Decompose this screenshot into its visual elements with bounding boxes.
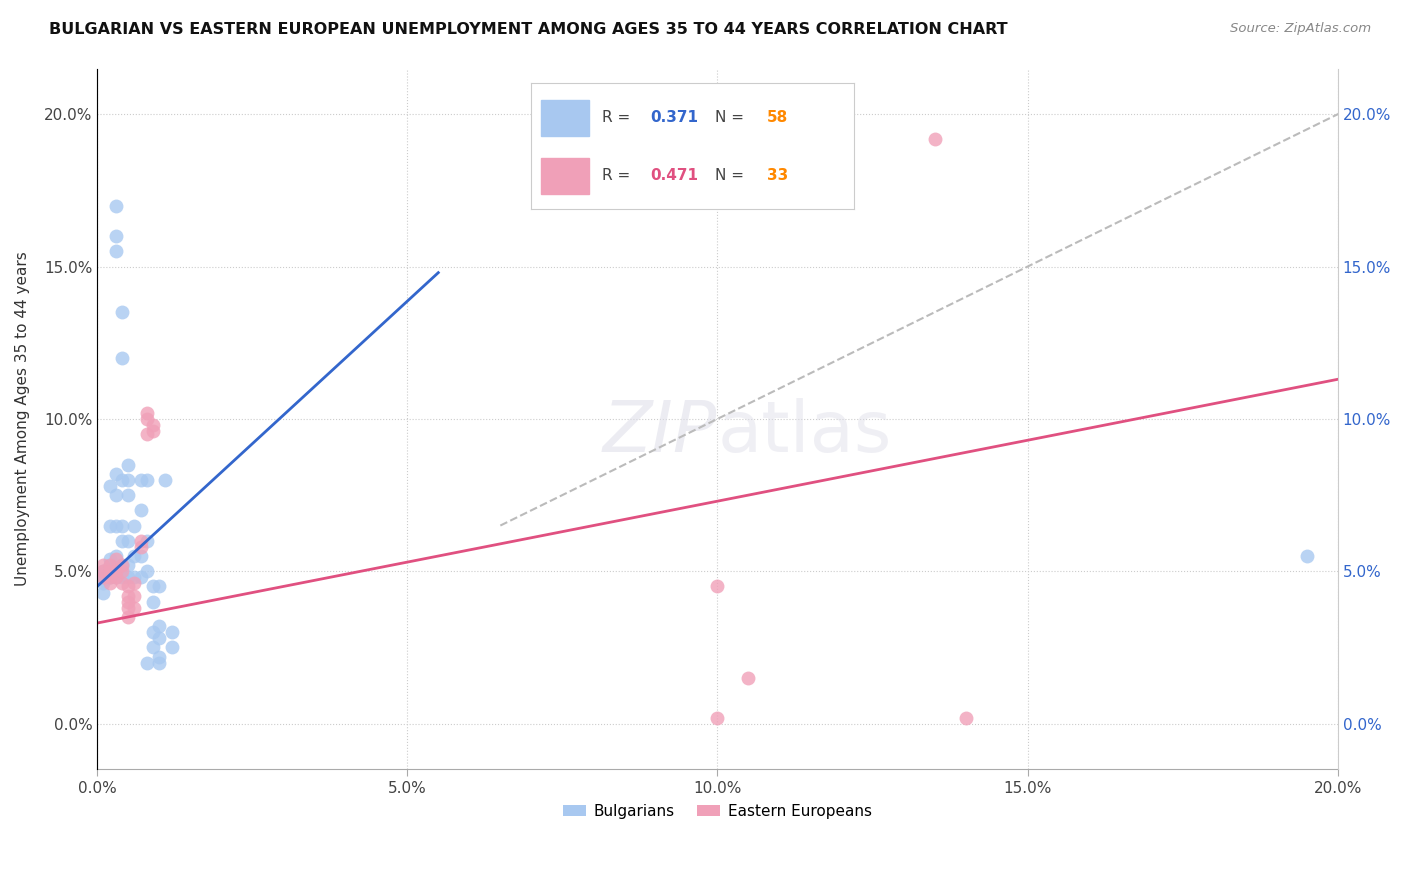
Point bbox=[142, 417, 165, 432]
Point bbox=[129, 549, 152, 563]
Point bbox=[117, 570, 139, 584]
Y-axis label: Unemployment Among Ages 35 to 44 years: Unemployment Among Ages 35 to 44 years bbox=[15, 252, 30, 586]
Point bbox=[98, 564, 121, 578]
Point bbox=[148, 632, 170, 646]
Point bbox=[91, 564, 114, 578]
Point bbox=[104, 467, 127, 481]
Point bbox=[148, 580, 170, 594]
Point bbox=[111, 473, 134, 487]
Point bbox=[111, 576, 134, 591]
Point bbox=[148, 619, 170, 633]
Point bbox=[148, 649, 170, 664]
Point bbox=[117, 600, 139, 615]
Point bbox=[91, 585, 114, 599]
Point bbox=[160, 625, 183, 640]
Text: Source: ZipAtlas.com: Source: ZipAtlas.com bbox=[1230, 22, 1371, 36]
Point bbox=[135, 656, 157, 670]
Point bbox=[117, 610, 139, 624]
Point bbox=[117, 595, 139, 609]
Point bbox=[104, 244, 127, 259]
Point bbox=[111, 564, 134, 578]
Point bbox=[91, 558, 114, 573]
Point bbox=[117, 488, 139, 502]
Point bbox=[98, 570, 121, 584]
Point bbox=[706, 580, 728, 594]
Point bbox=[142, 595, 165, 609]
Point bbox=[737, 671, 759, 685]
Point bbox=[117, 580, 139, 594]
Point bbox=[111, 533, 134, 548]
Point bbox=[124, 570, 146, 584]
Point bbox=[129, 503, 152, 517]
Text: BULGARIAN VS EASTERN EUROPEAN UNEMPLOYMENT AMONG AGES 35 TO 44 YEARS CORRELATION: BULGARIAN VS EASTERN EUROPEAN UNEMPLOYME… bbox=[49, 22, 1008, 37]
Point bbox=[124, 576, 146, 591]
Point bbox=[955, 710, 977, 724]
Point bbox=[104, 518, 127, 533]
Point bbox=[98, 576, 121, 591]
Point bbox=[104, 229, 127, 244]
Point bbox=[111, 570, 134, 584]
Point bbox=[98, 564, 121, 578]
Point bbox=[1295, 549, 1317, 563]
Point bbox=[104, 552, 127, 566]
Point bbox=[91, 574, 114, 588]
Point bbox=[91, 576, 114, 591]
Point bbox=[111, 558, 134, 573]
Point bbox=[111, 518, 134, 533]
Point bbox=[111, 558, 134, 573]
Text: ZIP: ZIP bbox=[603, 399, 717, 467]
Point bbox=[104, 549, 127, 563]
Point bbox=[98, 552, 121, 566]
Point bbox=[117, 458, 139, 472]
Point bbox=[124, 589, 146, 603]
Point bbox=[98, 570, 121, 584]
Point bbox=[104, 570, 127, 584]
Point bbox=[91, 564, 114, 578]
Point bbox=[148, 656, 170, 670]
Point bbox=[124, 600, 146, 615]
Text: atlas: atlas bbox=[717, 399, 891, 467]
Point bbox=[98, 518, 121, 533]
Point bbox=[98, 567, 121, 582]
Point bbox=[111, 305, 134, 319]
Point bbox=[124, 549, 146, 563]
Point bbox=[98, 558, 121, 573]
Point bbox=[104, 488, 127, 502]
Point bbox=[129, 533, 152, 548]
Point bbox=[129, 473, 152, 487]
Point bbox=[98, 558, 121, 573]
Point bbox=[135, 427, 157, 442]
Point bbox=[142, 580, 165, 594]
Point bbox=[104, 199, 127, 213]
Point bbox=[135, 406, 157, 420]
Point bbox=[135, 473, 157, 487]
Point bbox=[142, 640, 165, 655]
Point bbox=[117, 558, 139, 573]
Legend: Bulgarians, Eastern Europeans: Bulgarians, Eastern Europeans bbox=[557, 797, 879, 825]
Point bbox=[104, 570, 127, 584]
Point bbox=[129, 570, 152, 584]
Point bbox=[129, 540, 152, 554]
Point bbox=[924, 131, 946, 145]
Point bbox=[104, 564, 127, 578]
Point bbox=[117, 533, 139, 548]
Point bbox=[91, 570, 114, 584]
Point bbox=[91, 567, 114, 582]
Point bbox=[155, 473, 177, 487]
Point bbox=[117, 473, 139, 487]
Point bbox=[91, 570, 114, 584]
Point bbox=[135, 564, 157, 578]
Point bbox=[142, 625, 165, 640]
Point bbox=[98, 479, 121, 493]
Point bbox=[135, 533, 157, 548]
Point bbox=[142, 424, 165, 438]
Point bbox=[117, 589, 139, 603]
Point bbox=[160, 640, 183, 655]
Point bbox=[135, 412, 157, 426]
Point bbox=[124, 518, 146, 533]
Point bbox=[706, 710, 728, 724]
Point bbox=[111, 351, 134, 365]
